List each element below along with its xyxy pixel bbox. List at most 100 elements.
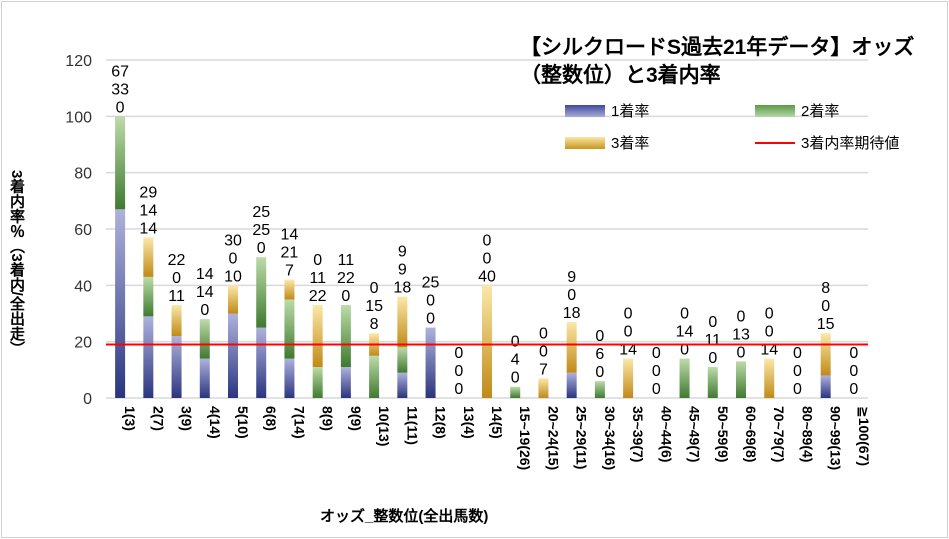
data-label-3: 0 xyxy=(595,364,604,381)
x-tick-label: 15~19(26) xyxy=(517,406,533,470)
bar-segment-2 xyxy=(707,367,718,398)
data-label-1: 30 xyxy=(224,232,242,249)
x-tick-label: 4(14) xyxy=(207,406,223,439)
data-label-2: 0 xyxy=(821,298,830,315)
legend-swatch xyxy=(755,104,795,117)
data-label-2: 15 xyxy=(365,298,383,315)
data-label-1: 0 xyxy=(454,345,463,362)
x-tick-label: 1(3) xyxy=(122,406,138,431)
bar-segment-2 xyxy=(284,299,295,359)
x-tick-label: 9(9) xyxy=(348,406,364,431)
data-label-2: 13 xyxy=(732,326,750,343)
chart-title: 【シルクロードS過去21年データ】オッズ（整数位）と3着内率 xyxy=(520,36,915,87)
bar-segment-1 xyxy=(199,358,210,398)
bar-segment-1 xyxy=(566,372,577,398)
x-tick-label: 11(11) xyxy=(404,406,420,445)
bar-segment-1 xyxy=(228,313,238,398)
x-tick-label: 80~89(4) xyxy=(799,406,815,462)
bar-segment-1 xyxy=(256,327,267,398)
data-label-3: 7 xyxy=(539,361,548,378)
data-label-2: 0 xyxy=(765,324,774,341)
data-label-3: 0 xyxy=(116,99,125,116)
bar-segment-2 xyxy=(369,355,380,398)
data-label-1: 0 xyxy=(737,308,746,325)
legend-label: 3着内率期待値 xyxy=(801,135,900,152)
data-label-2: 33 xyxy=(111,81,129,98)
bar-segment-3 xyxy=(171,305,182,337)
data-label-1: 25 xyxy=(422,275,440,292)
legend-label: 1着率 xyxy=(611,103,650,120)
bar-segment-2 xyxy=(143,276,154,317)
y-tick-label: 100 xyxy=(65,109,92,126)
x-tick-label: 40~44(6) xyxy=(658,406,674,462)
data-label-1: 11 xyxy=(338,252,355,269)
data-label-3: 10 xyxy=(224,268,242,285)
y-tick-label: 40 xyxy=(74,278,92,295)
legend-label: 2着率 xyxy=(801,103,840,120)
data-label-1: 14 xyxy=(196,266,214,283)
bar-segment-2 xyxy=(256,257,267,328)
legend-item-ref: 3着内率期待値 xyxy=(755,132,899,153)
x-tick-label: 50~59(9) xyxy=(715,406,731,462)
bar-segment-3 xyxy=(143,237,154,277)
x-tick-label: 8(9) xyxy=(320,406,336,431)
data-label-2: 0 xyxy=(454,363,463,380)
data-label-1: 0 xyxy=(313,252,322,269)
bar-segment-1 xyxy=(397,372,408,398)
bar-segment-2 xyxy=(594,381,605,398)
bar-segment-1 xyxy=(171,336,182,398)
bar-segment-2 xyxy=(510,386,521,398)
bar-segment-3 xyxy=(482,285,492,398)
x-axis-label: オッズ_整数位(全出馬数) xyxy=(320,508,489,525)
data-label-2: 0 xyxy=(172,270,181,287)
bar-segment-3 xyxy=(312,305,323,368)
data-label-3: 11 xyxy=(168,288,185,305)
data-label-3: 0 xyxy=(849,381,858,398)
x-tick-label: 90~99(13) xyxy=(828,406,844,470)
data-label-3: 15 xyxy=(817,316,835,333)
data-label-2: 11 xyxy=(704,332,721,349)
data-label-3: 0 xyxy=(426,311,435,328)
data-label-2: 0 xyxy=(229,250,238,267)
x-tick-label: ≧100(67) xyxy=(856,406,872,466)
data-label-2: 0 xyxy=(793,363,802,380)
data-label-1: 0 xyxy=(539,325,548,342)
data-label-2: 14 xyxy=(676,324,694,341)
data-label-2: 6 xyxy=(595,346,604,363)
data-label-2: 0 xyxy=(567,287,576,304)
x-tick-label: 3(9) xyxy=(179,406,195,431)
bar-segment-1 xyxy=(820,375,831,398)
x-tick-label: 7(14) xyxy=(291,406,307,439)
data-label-1: 0 xyxy=(511,334,520,351)
y-tick-label: 120 xyxy=(65,53,92,70)
data-label-3: 0 xyxy=(708,350,717,367)
bar-segment-2 xyxy=(679,358,690,398)
data-label-1: 0 xyxy=(793,345,802,362)
x-tick-label: 12(8) xyxy=(433,406,449,439)
data-label-1: 0 xyxy=(595,328,604,345)
data-label-1: 0 xyxy=(849,345,858,362)
data-label-2: 25 xyxy=(252,222,270,239)
bar-segment-2 xyxy=(736,361,746,398)
y-tick-label: 0 xyxy=(83,391,92,408)
data-label-3: 0 xyxy=(257,240,266,257)
legend-swatch xyxy=(565,104,605,117)
data-label-2: 0 xyxy=(483,250,492,267)
data-label-3: 0 xyxy=(680,342,689,359)
bar-segment-2 xyxy=(312,367,323,398)
data-label-2: 22 xyxy=(337,270,355,287)
data-label-1: 0 xyxy=(765,306,774,323)
bar-segment-1 xyxy=(340,367,351,398)
x-tick-label: 2(7) xyxy=(150,406,166,431)
y-axis-label: 3着内率％（3着内/全出走） xyxy=(8,170,25,356)
legend-item-3: 3着率 xyxy=(565,132,649,153)
x-tick-label: 14(5) xyxy=(489,406,505,439)
data-label-1: 25 xyxy=(252,204,270,221)
x-tick-label: 60~69(8) xyxy=(743,406,759,462)
x-tick-label: 70~79(7) xyxy=(771,406,787,462)
y-tick-label: 80 xyxy=(74,166,92,183)
bar-segment-3 xyxy=(397,296,408,348)
legend-item-2: 2着率 xyxy=(755,100,839,121)
